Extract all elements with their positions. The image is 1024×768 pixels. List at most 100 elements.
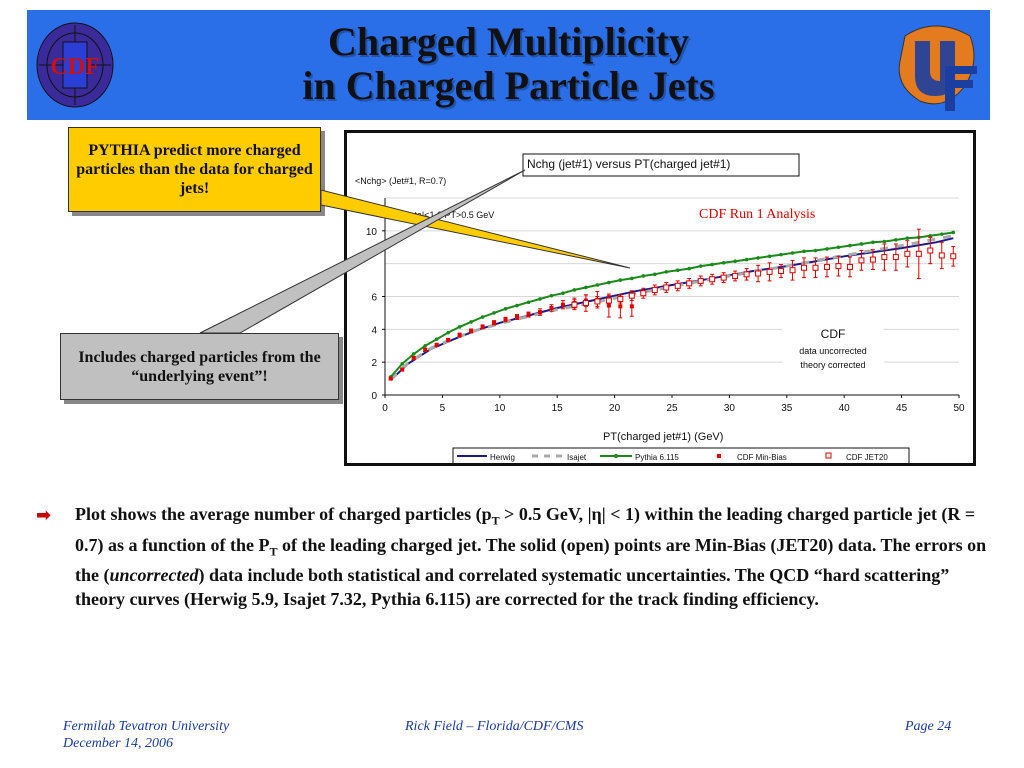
pythia-6-115-point (618, 278, 623, 282)
cdf-logo-text: CDF (50, 54, 99, 80)
pythia-6-115-point (939, 232, 944, 236)
cdf-jet20-point (594, 298, 601, 305)
cdf-logo-icon: CDF (36, 22, 114, 108)
pythia-6-115-point (848, 243, 852, 248)
cdf-note-box (782, 322, 884, 376)
footer-author: Rick Field – Florida/CDF/CMS (405, 719, 584, 734)
y-tick-label: 10 (366, 227, 378, 238)
cdf-jet20-point (605, 297, 612, 304)
cdf-note-line3: theory corrected (800, 360, 865, 370)
pythia-6-115-point (411, 352, 416, 356)
cdf-min-bias-point (469, 328, 474, 333)
body-sub-t2: T (269, 544, 278, 559)
cdf-min-bias-point (457, 333, 462, 338)
cdf-note-title: CDF (821, 327, 846, 341)
cdf-jet20-point (686, 280, 693, 287)
pythia-6-115-point (733, 259, 737, 264)
title-bar: Charged Multiplicity in Charged Particle… (27, 10, 990, 120)
pythia-6-115-point (859, 242, 864, 246)
slide-title-line2: in Charged Particle Jets (302, 63, 715, 108)
pythia-6-115-point (871, 240, 875, 245)
legend-pythia: Pythia 6.115 (635, 453, 679, 462)
cdf-jet20-point (697, 277, 704, 284)
y-tick-label: 6 (371, 293, 377, 304)
cdf-jet20-point (892, 254, 899, 261)
pythia-6-115-point (664, 270, 669, 274)
cdf-min-bias-point (434, 342, 439, 347)
uf-logo-icon (898, 25, 977, 111)
pythia-6-115-point (400, 362, 405, 366)
body-text-part1: Plot shows the average number of charged… (75, 504, 492, 524)
cdf-jet20-point (651, 286, 658, 293)
pythia-6-115-point (457, 325, 462, 329)
footer-venue: Fermilab Tevatron University (63, 719, 230, 734)
cdf-min-bias-point (423, 347, 428, 352)
pythia-6-115-point (928, 233, 933, 238)
footer-left: Fermilab Tevatron University December 14… (63, 718, 229, 752)
x-tick-label: 15 (552, 403, 564, 414)
cdf-jet20-point (823, 263, 830, 270)
pythia-6-115-point (630, 276, 634, 281)
pythia-6-115-point (469, 320, 473, 324)
cdf-jet20-point (617, 295, 624, 302)
cdf-min-bias-point (388, 376, 393, 381)
cdf-min-bias-point (480, 324, 485, 329)
body-text-part3: of the leading charged jet. The solid (o… (75, 534, 987, 586)
pythia-6-115-point (951, 230, 956, 235)
cdf-jet20-point (835, 263, 842, 270)
pythia-6-115-point (790, 251, 795, 255)
legend-jet20: CDF JET20 (846, 453, 888, 462)
pythia-6-115-point (767, 254, 772, 259)
pythia-6-115-point (538, 297, 542, 301)
cdf-jet20-point (743, 271, 750, 278)
pythia-callout-text: PYTHIA predict more charged particles th… (76, 142, 313, 197)
cdf-min-bias-point (492, 320, 497, 325)
legend-pythia-marker (614, 454, 618, 458)
body-text-part2: > 0.5 GeV, |η| < 1) within the leading c… (75, 504, 976, 555)
cdf-min-bias-point (526, 312, 531, 317)
pythia-6-115-point (515, 303, 519, 308)
legend-minbias-swatch (717, 454, 721, 458)
cdf-jet20-point (732, 272, 739, 279)
pythia-6-115-point (882, 239, 887, 244)
pythia-6-115-point (652, 272, 657, 277)
chart-ylabel: <Nchg> (Jet#1, R=0.7) (355, 176, 446, 186)
cdf-min-bias-point (446, 338, 451, 343)
chart-cut-label: |eta|<1.0 PT>0.5 GeV (407, 210, 494, 220)
x-tick-label: 30 (724, 403, 736, 414)
cdf-min-bias-point (629, 304, 634, 309)
arrow-bullet-icon: ➡ (36, 505, 52, 526)
footer-date: December 14, 2006 (63, 736, 174, 751)
cdf-jet20-point (663, 284, 670, 291)
x-tick-label: 20 (609, 403, 621, 414)
pythia-6-115-point (572, 288, 577, 292)
x-tick-label: 35 (781, 403, 793, 414)
pythia-6-115-point (905, 236, 910, 241)
body-paragraph: Plot shows the average number of charged… (75, 502, 990, 611)
x-tick-label: 25 (666, 403, 678, 414)
legend-isajet: Isajet (567, 453, 587, 462)
x-tick-label: 10 (494, 403, 506, 414)
pythia-6-115-point (894, 238, 898, 242)
cdf-jet20-point (881, 254, 888, 261)
underlying-event-callout: Includes charged particles from the “und… (60, 333, 339, 400)
underlying-event-callout-text: Includes charged particles from the “und… (78, 348, 321, 385)
cdf-jet20-point (720, 274, 727, 281)
chart-legend (452, 447, 910, 463)
legend-jet20-swatch (825, 452, 832, 459)
cdf-min-bias-point (549, 305, 554, 310)
cdf-min-bias-point (400, 367, 405, 372)
pythia-6-115-point (779, 252, 783, 257)
cdf-jet20-point (709, 276, 716, 283)
cdf-jet20-point (915, 250, 922, 257)
chart-xlabel: PT(charged jet#1) (GeV) (603, 431, 723, 443)
pythia-6-115-point (503, 307, 508, 311)
chart-analysis-label: CDF Run 1 Analysis (699, 207, 815, 222)
pythia-6-115-point (549, 293, 554, 298)
cdf-min-bias-point (411, 356, 416, 361)
slide-title-line1: Charged Multiplicity (327, 19, 690, 64)
cdf-jet20-point (789, 267, 796, 274)
pythia-6-115-point (721, 261, 726, 265)
cdf-jet20-point (640, 290, 647, 297)
pythia-6-115-point (595, 283, 600, 287)
